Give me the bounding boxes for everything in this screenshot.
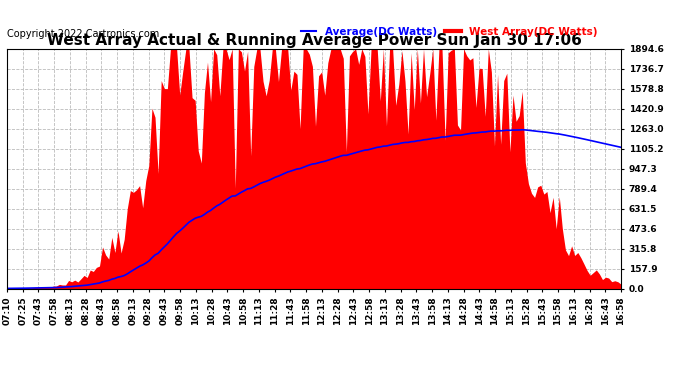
Legend: Average(DC Watts), West Array(DC Watts): Average(DC Watts), West Array(DC Watts) <box>297 23 602 41</box>
Text: Copyright 2022 Cartronics.com: Copyright 2022 Cartronics.com <box>7 29 159 39</box>
Title: West Array Actual & Running Average Power Sun Jan 30 17:06: West Array Actual & Running Average Powe… <box>46 33 582 48</box>
